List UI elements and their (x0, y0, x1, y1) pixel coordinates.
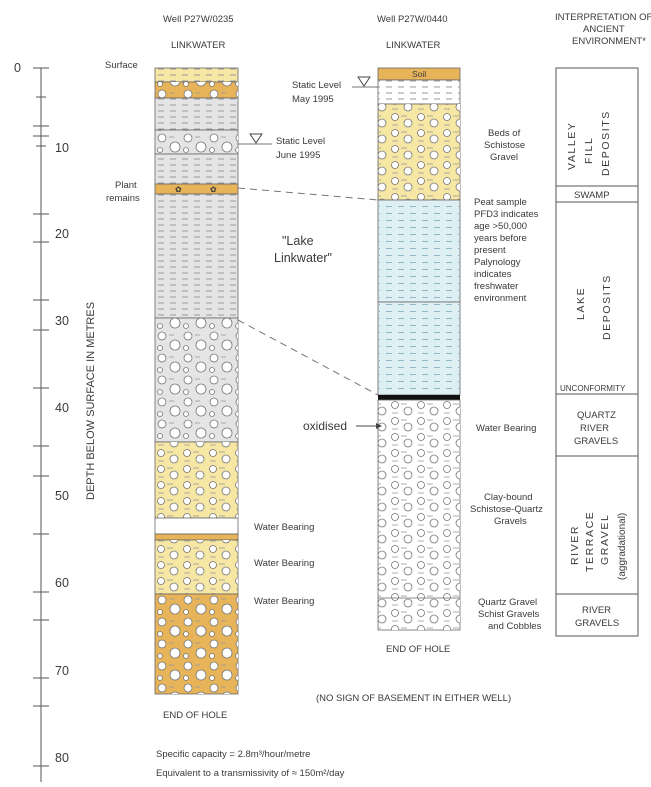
peat-line-9: environment (474, 293, 527, 304)
well1-water-bearing-3: Water Bearing (254, 596, 314, 607)
interp-header-2: ANCIENT (583, 24, 625, 35)
peat-line-2: PFD3 indicates (474, 209, 539, 220)
beds-2: Schistose (484, 140, 525, 151)
well1-surface-label: Surface (105, 60, 138, 71)
well1-column: Well P27W/0235 LINKWATER Surface ✿ ✿ St (105, 14, 332, 721)
well1-name: Well P27W/0235 (163, 14, 234, 25)
tick-0: 0 (14, 61, 21, 75)
oxidised-label: oxidised (303, 419, 347, 433)
interp-header-3: ENVIRONMENT* (572, 36, 646, 47)
quartz-1: Quartz Gravel (478, 597, 537, 608)
basement-note: (NO SIGN OF BASEMENT IN EITHER WELL) (316, 693, 511, 704)
capacity-note: Specific capacity = 2.8m³/hour/metre (156, 749, 310, 760)
peat-line-6: Palynology (474, 257, 521, 268)
peat-line-8: freshwater (474, 281, 518, 292)
well2-water-bearing: Water Bearing (476, 423, 536, 434)
well1-static-level-marker (238, 133, 272, 145)
tick-40: 40 (55, 401, 69, 415)
interpretation-column: INTERPRETATION OF ANCIENT ENVIRONMENT* V… (555, 12, 651, 637)
clay-1: Clay-bound (484, 492, 533, 503)
well1-plant-2: remains (106, 193, 140, 204)
tick-60: 60 (55, 576, 69, 590)
terrace-2: TERRACE (584, 511, 596, 572)
well1-location: LINKWATER (171, 40, 226, 51)
well1-static-level: Static Level (276, 136, 325, 147)
lake-label-2: Linkwater" (274, 251, 332, 265)
well1-water-bearing-1: Water Bearing (254, 522, 314, 533)
correlation-lines (237, 187, 379, 396)
terrace-4: (aggradational) (617, 513, 628, 580)
quartz-env-1: QUARTZ (577, 410, 616, 421)
axis-label: DEPTH BELOW SURFACE IN METRES (85, 302, 97, 500)
well2-static-date: May 1995 (292, 94, 334, 105)
valley-1: VALLEY (566, 121, 578, 170)
plant-symbol-2: ✿ (210, 185, 217, 194)
clay-2: Schistose-Quartz (470, 504, 543, 515)
terrace-1: RIVER (569, 525, 581, 565)
peat-line-3: age >50,000 (474, 221, 527, 232)
well2-column: Well P27W/0440 LINKWATER Soil Static Lev… (292, 14, 543, 655)
well1-end-of-hole: END OF HOLE (163, 710, 227, 721)
quartz-env-2: RIVER (580, 423, 609, 434)
lake-env-2: DEPOSITS (601, 274, 613, 340)
clay-3: Gravels (494, 516, 527, 527)
well2-location: LINKWATER (386, 40, 441, 51)
depth-axis: 0 10 20 30 40 50 60 70 80 DEPTH BELOW SU… (14, 61, 97, 782)
transmissivity-note: Equivalent to a transmissivity of ≈ 150m… (156, 768, 345, 779)
well2-name: Well P27W/0440 (377, 14, 448, 25)
well1-water-bearing-2: Water Bearing (254, 558, 314, 569)
terrace-3: GRAVEL (599, 514, 611, 565)
peat-note: Peat sample PFD3 indicates age >50,000 y… (474, 197, 539, 304)
river-env-1: RIVER (582, 605, 611, 616)
soil-label: Soil (412, 69, 426, 79)
peat-line-1: Peat sample (474, 197, 527, 208)
well2-end-of-hole: END OF HOLE (386, 644, 450, 655)
peat-line-7: indicates (474, 269, 512, 280)
tick-30: 30 (55, 314, 69, 328)
beds-3: Gravel (490, 152, 518, 163)
lake-env-1: LAKE (575, 287, 587, 320)
well1-static-date: June 1995 (276, 150, 320, 161)
valley-2: FILL (583, 137, 595, 164)
beds-1: Beds of (488, 128, 521, 139)
quartz-3: and Cobbles (488, 621, 542, 632)
tick-20: 20 (55, 227, 69, 241)
notes: (NO SIGN OF BASEMENT IN EITHER WELL) Spe… (156, 693, 511, 779)
quartz-2: Schist Gravels (478, 609, 539, 620)
interp-header-1: INTERPRETATION OF (555, 12, 651, 23)
unconformity-label: UNCONFORMITY (560, 384, 626, 393)
lake-label-1: "Lake (282, 234, 314, 248)
plant-symbol-1: ✿ (175, 185, 182, 194)
peat-line-4: years before (474, 233, 527, 244)
tick-10: 10 (55, 141, 69, 155)
swamp-label: SWAMP (574, 190, 610, 201)
well1-plant-1: Plant (115, 180, 137, 191)
tick-80: 80 (55, 751, 69, 765)
river-env-2: GRAVELS (575, 618, 619, 629)
tick-50: 50 (55, 489, 69, 503)
well2-static-level-marker (352, 76, 378, 88)
tick-70: 70 (55, 664, 69, 678)
quartz-env-3: GRAVELS (574, 436, 618, 447)
valley-3: DEPOSITS (600, 110, 612, 176)
well2-static-level: Static Level (292, 80, 341, 91)
peat-line-5: present (474, 245, 506, 256)
